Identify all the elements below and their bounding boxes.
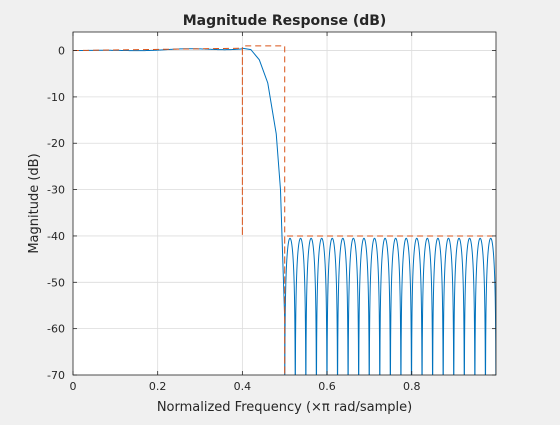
x-axis-label: Normalized Frequency (×π rad/sample)	[157, 400, 412, 415]
y-tick-label: -40	[47, 230, 65, 243]
y-tick-label: 0	[58, 45, 65, 58]
x-tick-label: 0.8	[403, 380, 421, 393]
spec-mask-line	[73, 45, 496, 375]
ticks: 0 0.2 0.4 0.6 0.8 0 -10 -20 -30 -40 -50 -60 -70	[47, 32, 496, 393]
response-line	[73, 47, 496, 375]
series-layer	[73, 45, 496, 375]
y-tick-label: -70	[47, 369, 65, 382]
x-tick-label: 0.4	[234, 380, 252, 393]
x-tick-label: 0.2	[149, 380, 167, 393]
x-tick-label: 0	[70, 380, 77, 393]
chart-title: Magnitude Response (dB)	[183, 13, 387, 29]
x-tick-label: 0.6	[318, 380, 336, 393]
y-tick-label: -30	[47, 184, 65, 197]
y-tick-label: -50	[47, 276, 65, 289]
y-tick-label: -60	[47, 323, 65, 336]
y-tick-label: -10	[47, 91, 65, 104]
y-axis-label: Magnitude (dB)	[27, 153, 42, 253]
plot-frame	[72, 31, 497, 376]
y-tick-label: -20	[47, 137, 65, 150]
